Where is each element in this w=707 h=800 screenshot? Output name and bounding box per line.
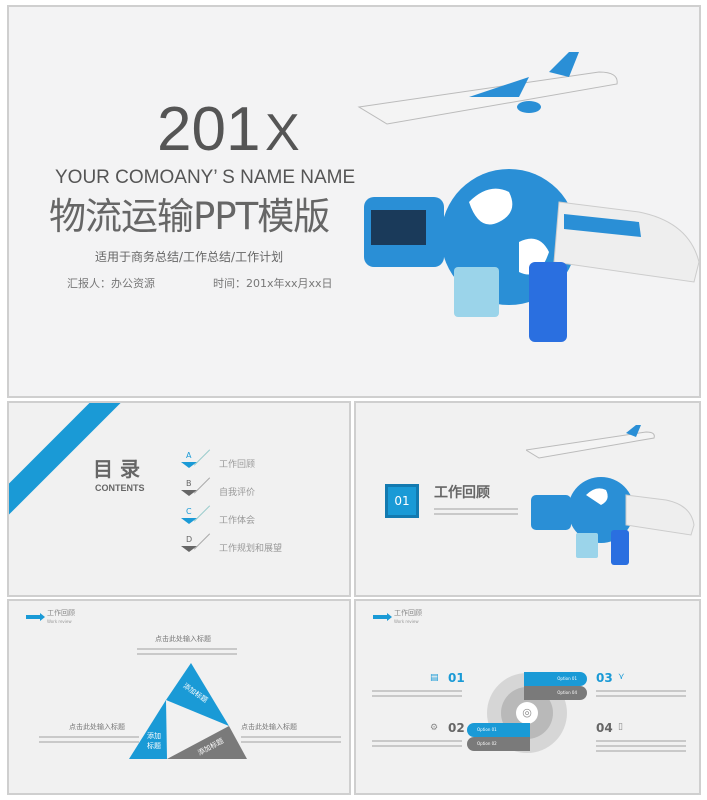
item-label: 工作回顾: [219, 460, 256, 470]
item-label: 工作体会: [219, 516, 256, 526]
triangle-right: [167, 726, 247, 759]
top-title: 点击此处输入标题: [155, 635, 211, 643]
option-label: Option 01: [477, 727, 497, 732]
placeholder-text-02: [372, 737, 462, 750]
triangle-icon: [181, 462, 197, 468]
option-tr2[interactable]: Option 04: [524, 686, 587, 700]
network-icon: ⋎: [618, 672, 625, 682]
right-title: 点击此处输入标题: [241, 723, 297, 731]
number-01: 01: [448, 671, 465, 685]
contents-slide[interactable]: 目 录 CONTENTS A 工作回顾 B 自我评价 C 工作体会 D 工作规划…: [7, 401, 351, 597]
transport-illustration-small: [526, 425, 695, 565]
left-title: 点击此处输入标题: [69, 723, 125, 731]
header-title: 工作回顾: [47, 609, 75, 617]
header-title: 工作回顾: [394, 609, 422, 617]
slash-icon: [193, 505, 211, 522]
right-placeholder-text: [241, 733, 341, 746]
document-icon: ▤: [430, 673, 439, 683]
item-letter: A: [186, 451, 192, 460]
option-tr1[interactable]: Option 01: [524, 672, 587, 686]
placeholder-text-01: [372, 687, 462, 700]
options-slide[interactable]: 工作回顾 Work review ◎ Option 01 Option 04 O…: [354, 599, 701, 795]
option-label: Option 04: [557, 690, 577, 695]
triangle-top: [166, 663, 229, 726]
item-label: 工作规划和展望: [219, 544, 283, 554]
number-02: 02: [448, 721, 465, 735]
triangle-icon: [181, 490, 197, 496]
cover-time: 时间：201x年xx月xx日: [213, 277, 333, 290]
option-label: Option 02: [477, 741, 497, 746]
tri-left-label: 添加标题: [147, 732, 161, 750]
section-placeholder-text: [434, 505, 518, 518]
slash-icon: [193, 477, 211, 494]
target-icon: ◎: [516, 702, 538, 724]
arrow-icon: [373, 615, 387, 619]
item-letter: B: [186, 479, 192, 488]
number-04: 04: [596, 721, 613, 735]
section-number: 01: [394, 494, 410, 508]
cover-title: 物流运输PPT模版: [49, 195, 330, 238]
arrow-head-icon: [387, 613, 392, 621]
triangle-slide[interactable]: 工作回顾 Work review 点击此处输入标题 点击此处输入标题 点击此处输…: [7, 599, 351, 795]
top-placeholder-text: [137, 645, 237, 658]
slash-icon: [193, 449, 211, 466]
cover-company: YOUR COMOANY’ S NAME NAME: [55, 167, 356, 188]
contents-subtitle: CONTENTS: [95, 483, 145, 493]
notebook-icon: ▯: [618, 722, 623, 732]
cover-year-x: X: [265, 104, 300, 162]
transport-illustration: [357, 52, 699, 342]
option-label: Option 01: [557, 676, 577, 681]
section-title: 工作回顾: [434, 485, 490, 501]
item-label: 自我评价: [219, 488, 256, 498]
cover-subtitle: 适用于商务总结/工作总结/工作计划: [95, 250, 284, 264]
number-03: 03: [596, 671, 613, 685]
left-placeholder-text: [39, 733, 139, 746]
header-subtitle: Work review: [47, 619, 72, 624]
triangle-icon: [181, 546, 197, 552]
placeholder-text-03: [596, 687, 686, 700]
cover-year: 201: [157, 95, 261, 164]
cover-reporter: 汇报人：办公资源: [67, 277, 155, 290]
section-number-badge: 01: [385, 484, 419, 518]
option-bl2[interactable]: Option 02: [467, 737, 530, 751]
triangle-diagram: [129, 663, 247, 759]
slash-icon: [193, 533, 211, 550]
triangle-icon: [181, 518, 197, 524]
placeholder-text-04: [596, 737, 686, 755]
section-slide[interactable]: 01 工作回顾: [354, 401, 701, 597]
arrow-head-icon: [40, 613, 45, 621]
item-letter: C: [186, 507, 192, 516]
triangle-left: [129, 700, 167, 759]
arrow-icon: [26, 615, 40, 619]
gear-icon: ⚙: [430, 723, 439, 733]
header-subtitle: Work review: [394, 619, 419, 624]
cover-slide[interactable]: 201 X YOUR COMOANY’ S NAME NAME 物流运输PPT模…: [7, 5, 701, 398]
option-bl1[interactable]: Option 01: [467, 723, 530, 737]
item-letter: D: [186, 535, 193, 544]
contents-title: 目 录: [93, 457, 140, 481]
